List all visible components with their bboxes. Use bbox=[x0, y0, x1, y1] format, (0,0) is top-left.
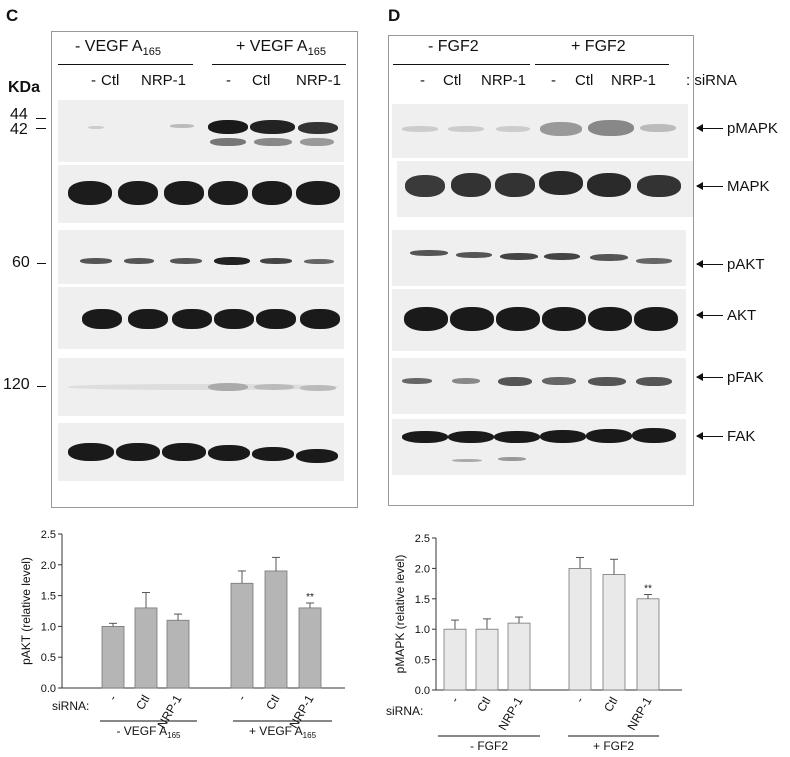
y-tick-label: 2.5 bbox=[41, 529, 56, 541]
marker-42: 42 bbox=[10, 121, 28, 138]
blot-c-pmapk bbox=[58, 100, 344, 162]
panel-d-letter: D bbox=[388, 6, 401, 25]
panel-c-lane-6: NRP-1 bbox=[296, 72, 342, 89]
panel-c-lane-4: - bbox=[226, 72, 231, 89]
y-tick-label: 2.0 bbox=[41, 560, 56, 572]
panel-d-lane-2: Ctl bbox=[443, 72, 462, 89]
bar bbox=[264, 570, 288, 689]
y-tick-label: 2.5 bbox=[415, 533, 430, 545]
x-tick-label: NRP-1 bbox=[495, 694, 525, 732]
bar bbox=[475, 628, 499, 691]
y-tick-label: 1.0 bbox=[41, 621, 56, 633]
sirna-label: : siRNA bbox=[686, 72, 737, 89]
x-tick-label: Ctl bbox=[133, 693, 152, 713]
bar bbox=[298, 607, 322, 689]
label-mapk: MAPK bbox=[696, 178, 770, 195]
blot-c-fak bbox=[58, 423, 344, 481]
y-axis-label: pAKT (relative level) bbox=[19, 557, 33, 665]
bar bbox=[443, 628, 467, 691]
label-pfak: pFAK bbox=[696, 369, 764, 386]
panel-c-lane-1: - bbox=[91, 72, 96, 89]
label-pakt: pAKT bbox=[696, 256, 765, 273]
blot-d-pakt bbox=[392, 230, 686, 286]
bar bbox=[101, 626, 125, 689]
panel-d-lane-4: - bbox=[551, 72, 556, 89]
label-akt: AKT bbox=[696, 307, 756, 324]
x-tick-label: - bbox=[572, 695, 586, 705]
bar bbox=[134, 607, 158, 689]
group-label: - FGF2 bbox=[470, 739, 508, 753]
bar bbox=[507, 622, 531, 691]
panel-d-group-minus: - FGF2 bbox=[428, 38, 479, 55]
y-tick-label: 1.5 bbox=[41, 591, 56, 603]
kda-label: KDa bbox=[8, 79, 41, 96]
blot-d-pfak bbox=[392, 358, 686, 414]
bar bbox=[568, 568, 592, 691]
marker-120: 120 bbox=[3, 376, 30, 393]
sirna-axis-label: siRNA: bbox=[52, 699, 89, 713]
chart-d-pmapk: 0.0 0.5 1.0 1.5 2.0 2.5 pMAPK (relative level)… bbox=[386, 533, 682, 753]
bar bbox=[166, 619, 190, 689]
blot-c-akt bbox=[58, 287, 344, 349]
y-tick-label: 0.5 bbox=[41, 652, 56, 664]
panel-d-lane-3: NRP-1 bbox=[481, 72, 527, 89]
panel-c-lane-3: NRP-1 bbox=[141, 72, 187, 89]
x-tick-label: Ctl bbox=[601, 695, 620, 715]
blot-c-mapk bbox=[58, 165, 344, 223]
label-fak: FAK bbox=[696, 428, 755, 445]
y-tick-label: 1.0 bbox=[415, 624, 430, 636]
panel-c-letter: C bbox=[6, 6, 19, 25]
chart-c-pakt: 0.0 0.5 1.0 1.5 2.0 2.5 pAKT (relative level) -… bbox=[19, 529, 345, 740]
bar bbox=[602, 574, 626, 691]
panel-d-lane-6: NRP-1 bbox=[611, 72, 657, 89]
panel-c-group-minus: - VEGF A165 bbox=[75, 38, 161, 59]
y-axis-label: pMAPK (relative level) bbox=[393, 555, 407, 674]
x-tick-label: Ctl bbox=[474, 695, 493, 715]
group-label: + FGF2 bbox=[593, 739, 634, 753]
blot-c-pfak bbox=[58, 358, 344, 416]
sirna-axis-label: siRNA: bbox=[386, 704, 423, 718]
y-tick-label: 1.5 bbox=[415, 594, 430, 606]
label-pmapk: pMAPK bbox=[696, 120, 778, 137]
x-tick-label: - bbox=[234, 693, 248, 703]
y-tick-label: 0.0 bbox=[41, 683, 56, 695]
panel-c-lane-2: Ctl bbox=[101, 72, 120, 89]
x-tick-label: Ctl bbox=[263, 693, 282, 713]
panel-d-lane-5: Ctl bbox=[575, 72, 594, 89]
panel-d-lane-1: - bbox=[420, 72, 425, 89]
y-tick-label: 0.5 bbox=[415, 655, 430, 667]
x-tick-label: - bbox=[105, 693, 119, 703]
x-tick-label: NRP-1 bbox=[624, 694, 654, 732]
blot-d-akt bbox=[392, 289, 686, 351]
blot-d-fak bbox=[392, 419, 686, 475]
panel-d-group-plus: + FGF2 bbox=[571, 38, 626, 55]
blot-d-pmapk bbox=[392, 104, 688, 158]
marker-44: 44 bbox=[10, 106, 28, 123]
y-tick-label: 2.0 bbox=[415, 563, 430, 575]
y-tick-label: 0.0 bbox=[415, 685, 430, 697]
x-tick-label: - bbox=[447, 695, 461, 705]
bar bbox=[636, 598, 660, 691]
panel-c-lane-5: Ctl bbox=[252, 72, 271, 89]
bar bbox=[230, 582, 254, 689]
panel-c-group-plus: + VEGF A165 bbox=[236, 38, 326, 59]
significance-label: ** bbox=[306, 592, 314, 603]
blot-c-pakt bbox=[58, 230, 344, 284]
blot-d-mapk bbox=[397, 161, 693, 217]
marker-60: 60 bbox=[12, 254, 30, 271]
group-label: + VEGF A165 bbox=[249, 724, 317, 740]
group-label: - VEGF A165 bbox=[116, 724, 181, 740]
significance-label: ** bbox=[644, 584, 652, 595]
